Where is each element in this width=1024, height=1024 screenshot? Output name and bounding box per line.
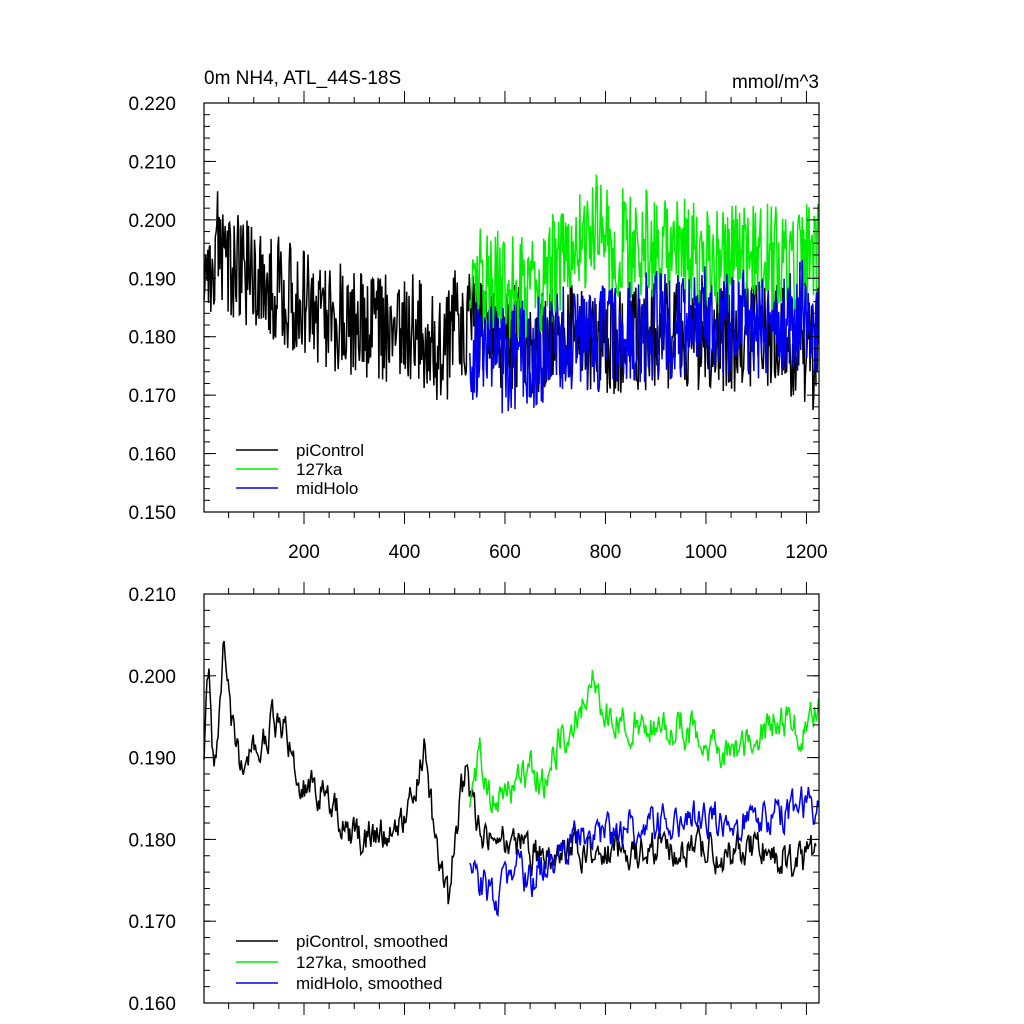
- plot-frame: [203, 593, 820, 1004]
- legend-label: midHolo: [296, 479, 358, 498]
- y-tick-label: 0.210: [128, 152, 176, 173]
- legend-label: 127ka: [296, 460, 343, 479]
- x-tick-label: 1000: [685, 542, 727, 563]
- legend-label: piControl, smoothed: [296, 932, 448, 951]
- chart-title: 0m NH4, ATL_44S-18S: [204, 68, 401, 89]
- y-tick-label: 0.210: [128, 585, 176, 606]
- y-tick-label: 0.200: [128, 667, 176, 688]
- y-tick-label: 0.190: [128, 269, 176, 290]
- y-tick-label: 0.180: [128, 328, 176, 349]
- y-tick-label: 0.200: [128, 211, 176, 232]
- units-label: mmol/m^3: [732, 72, 819, 93]
- x-tick-label: 200: [288, 542, 320, 563]
- y-tick-label: 0.160: [128, 994, 176, 1015]
- y-tick-label: 0.180: [128, 830, 176, 851]
- legend-label: midHolo, smoothed: [296, 974, 442, 993]
- x-tick-label: 400: [389, 542, 421, 563]
- y-tick-label: 0.170: [128, 386, 176, 407]
- series-line-top-2: [469, 259, 820, 414]
- series-line-bottom-1: [469, 670, 820, 814]
- x-tick-label: 800: [590, 542, 622, 563]
- legend-label: piControl: [296, 441, 364, 460]
- plot-frame: [203, 102, 820, 513]
- bottom-panel: 0.160 0.170 0.180 0.190 0.200 0.210 piControl,…: [128, 582, 820, 1015]
- x-tick-label: 1200: [785, 542, 827, 563]
- legend-label: 127ka, smoothed: [296, 953, 426, 972]
- series-line-bottom-2: [469, 786, 820, 918]
- y-tick-label: 0.220: [128, 94, 176, 115]
- series-line-top-1: [469, 174, 820, 340]
- x-tick-label: 600: [489, 542, 521, 563]
- y-tick-label: 0.170: [128, 912, 176, 933]
- y-tick-label: 0.190: [128, 749, 176, 770]
- series-line-bottom-0: [203, 640, 817, 905]
- y-tick-label: 0.150: [128, 503, 176, 524]
- top-panel: 0.150 0.160 0.170 0.180 0.190 0.200 0.210 0.220…: [128, 91, 828, 563]
- y-tick-label: 0.160: [128, 445, 176, 466]
